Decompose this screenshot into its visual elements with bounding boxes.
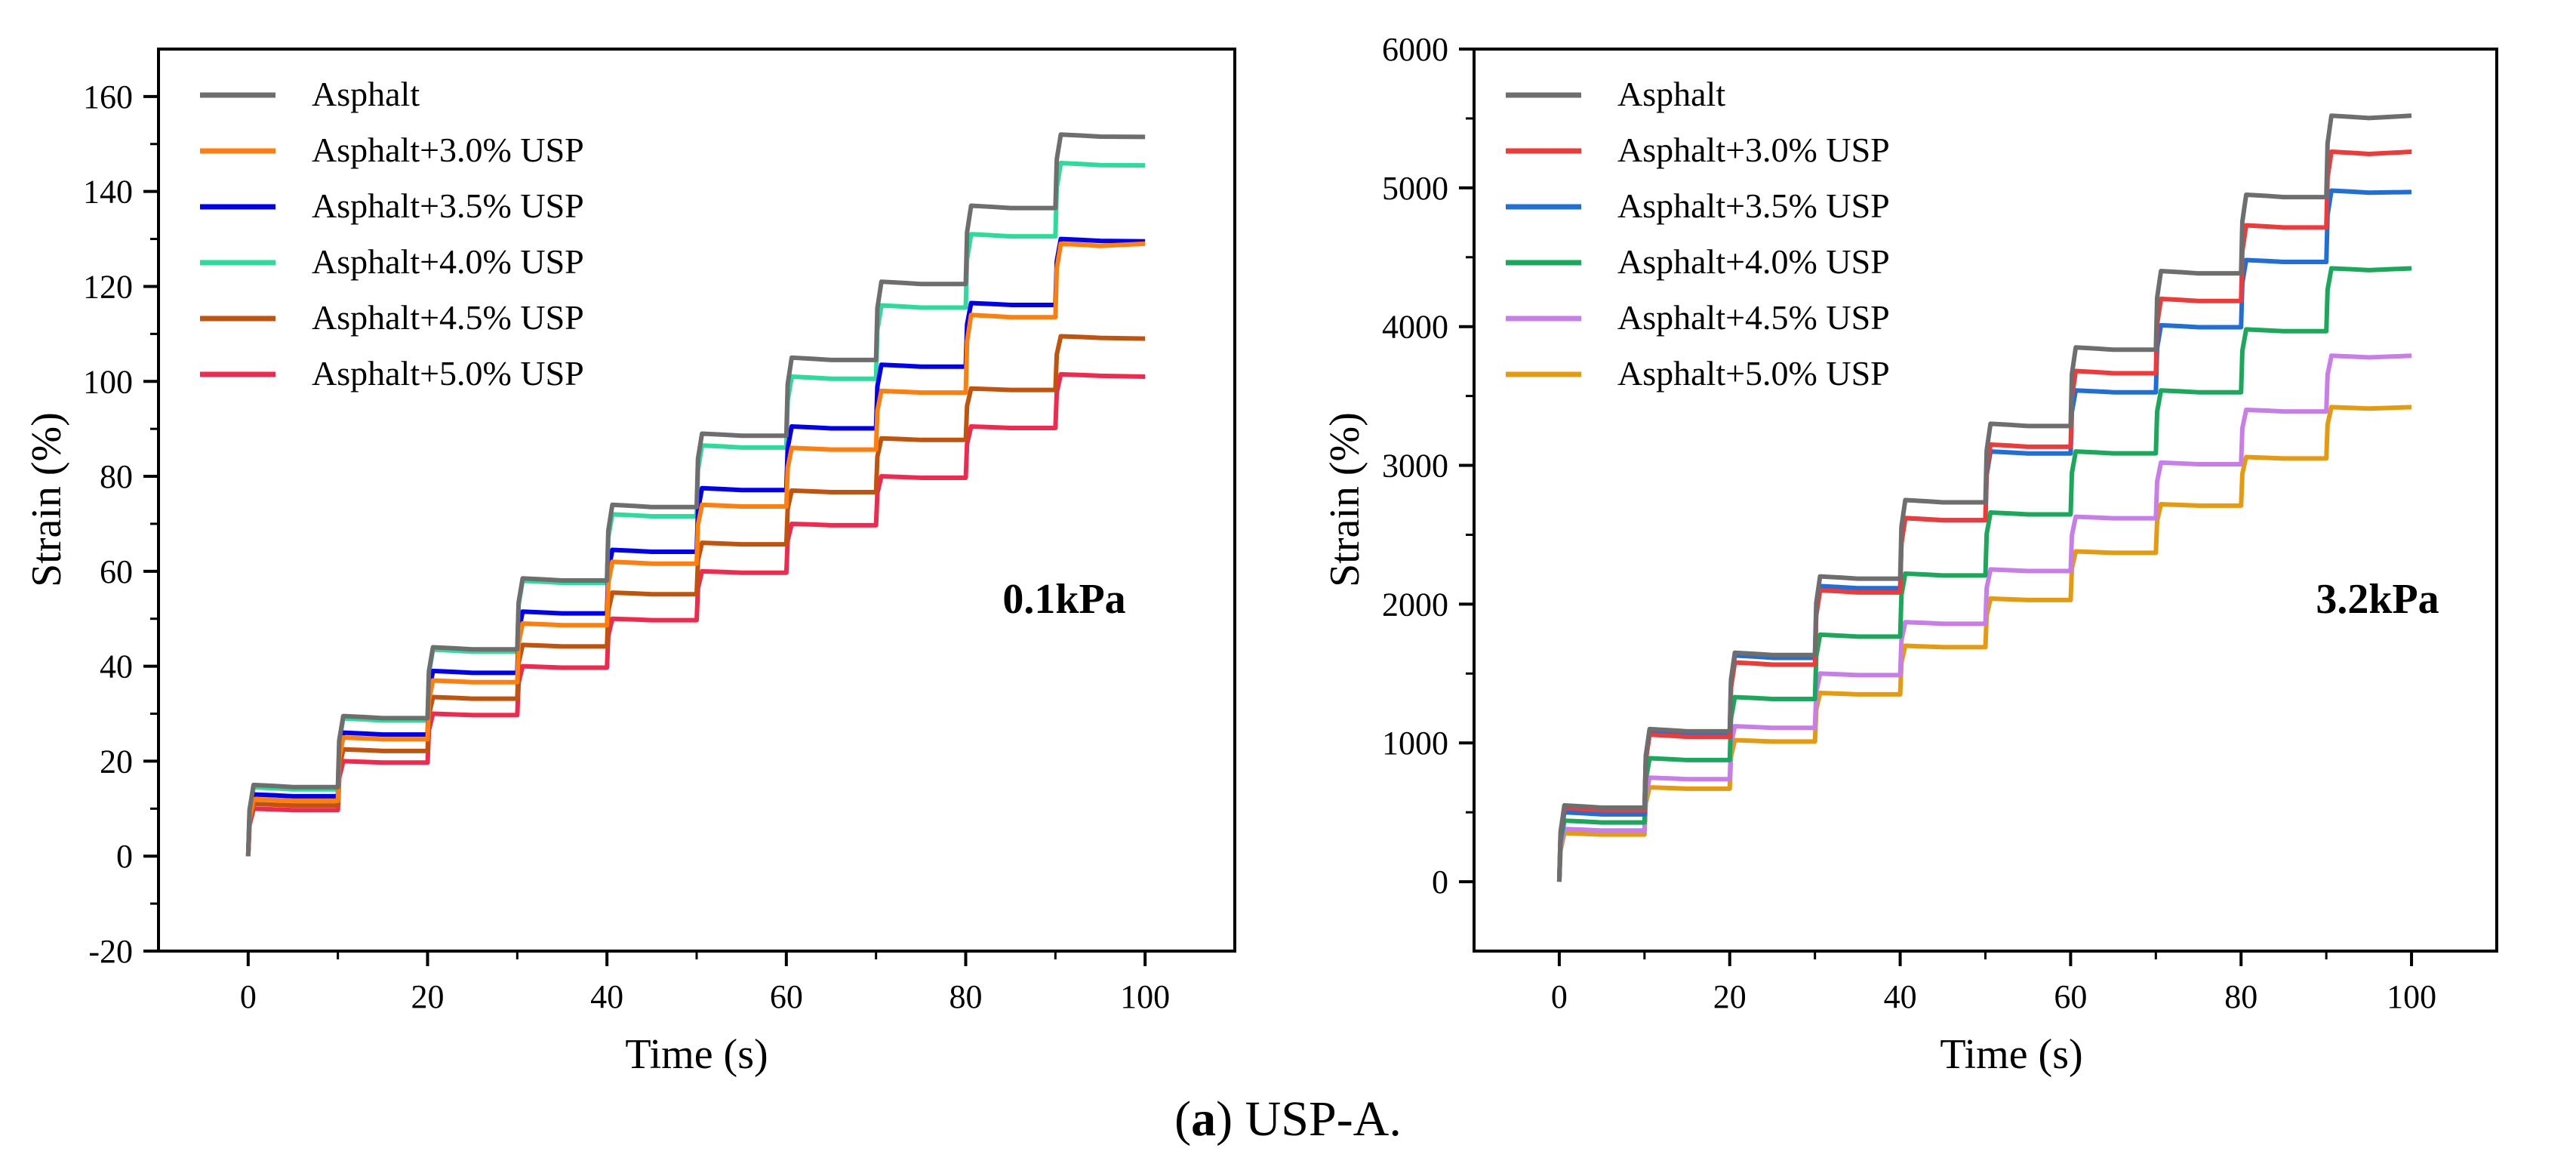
x-tick-label: 80 <box>2224 978 2257 1015</box>
legend-label: Asphalt+3.0% USP <box>312 131 584 169</box>
legend-label: Asphalt+4.0% USP <box>312 242 584 281</box>
x-tick-label: 100 <box>2387 978 2436 1015</box>
x-axis-label: Time (s) <box>625 1031 768 1078</box>
y-tick-label: 2000 <box>1382 586 1448 623</box>
y-tick-label: 0 <box>1432 864 1448 901</box>
chart-0p1kpa: 0 20 40 60 80 100 -20 0 20 40 60 80 100 120 140 160 As… <box>23 48 1236 1078</box>
x-tick-label: 80 <box>949 978 983 1015</box>
series-line <box>1556 113 2412 882</box>
x-axis: 0 20 40 60 80 100 <box>1551 951 2436 1015</box>
y-axis: 0 1000 2000 3000 4000 5000 6000 <box>1382 31 1474 901</box>
y-tick-label: 3000 <box>1382 448 1448 485</box>
series-line <box>1556 353 2412 882</box>
y-tick-label: 20 <box>100 743 133 780</box>
x-tick-label: 100 <box>1120 978 1170 1015</box>
caption-label: a <box>1191 1091 1217 1147</box>
x-tick-label: 20 <box>411 978 445 1015</box>
y-tick-label: -20 <box>88 933 133 970</box>
legend-label: Asphalt <box>312 75 420 113</box>
series-line <box>245 371 1146 857</box>
legend-label: Asphalt+4.5% USP <box>1617 298 1890 337</box>
x-tick-label: 40 <box>590 978 623 1015</box>
series-line <box>245 334 1146 857</box>
legend-label: Asphalt+4.0% USP <box>1617 242 1890 281</box>
y-tick-label: 1000 <box>1382 725 1448 762</box>
y-axis-label: Strain (%) <box>23 412 70 587</box>
x-tick-label: 40 <box>1884 978 1917 1015</box>
x-tick-label: 0 <box>240 978 257 1015</box>
series-line <box>245 241 1146 857</box>
annotation-label: 3.2kPa <box>2316 576 2439 623</box>
series-line <box>245 132 1146 857</box>
caption-close: ) <box>1216 1091 1233 1147</box>
x-tick-label: 60 <box>770 978 803 1015</box>
y-tick-label: 0 <box>116 838 133 875</box>
legend: Asphalt Asphalt+3.0% USP Asphalt+3.5% USP A… <box>1506 75 1890 393</box>
series-layer <box>245 132 1146 857</box>
legend: Asphalt Asphalt+3.0% USP Asphalt+3.5% USP A… <box>200 75 584 393</box>
legend-label: Asphalt+3.5% USP <box>1617 186 1890 225</box>
y-tick-label: 100 <box>83 363 133 400</box>
y-tick-label: 120 <box>83 268 133 305</box>
y-tick-label: 40 <box>100 648 133 685</box>
figure-caption: (a) USP-A. <box>0 1091 2576 1148</box>
annotation-label: 0.1kPa <box>1002 576 1125 623</box>
legend-label: Asphalt+4.5% USP <box>312 298 584 337</box>
legend-label: Asphalt+5.0% USP <box>1617 354 1890 393</box>
legend-label: Asphalt <box>1617 75 1725 113</box>
y-axis: -20 0 20 40 60 80 100 120 140 160 <box>83 79 158 970</box>
x-tick-label: 0 <box>1551 978 1568 1015</box>
y-tick-label: 160 <box>83 79 133 115</box>
series-line <box>1556 266 2412 882</box>
legend-label: Asphalt+5.0% USP <box>312 354 584 393</box>
x-tick-label: 20 <box>1713 978 1747 1015</box>
legend-label: Asphalt+3.0% USP <box>1617 131 1890 169</box>
caption-open: ( <box>1174 1091 1192 1147</box>
chart-3p2kpa: 0 20 40 60 80 100 0 1000 2000 3000 4000 5000 6000 A… <box>1322 31 2498 1078</box>
legend-label: Asphalt+3.5% USP <box>312 186 584 225</box>
caption-text: USP-A. <box>1233 1091 1402 1147</box>
y-tick-label: 4000 <box>1382 309 1448 346</box>
y-axis-label: Strain (%) <box>1322 412 1368 587</box>
y-tick-label: 80 <box>100 458 133 495</box>
y-tick-label: 5000 <box>1382 170 1448 207</box>
series-line <box>1556 149 2412 882</box>
series-line <box>1556 405 2412 882</box>
x-tick-label: 60 <box>2054 978 2087 1015</box>
y-tick-label: 140 <box>83 174 133 211</box>
y-tick-label: 60 <box>100 553 133 590</box>
y-tick-label: 6000 <box>1382 31 1448 68</box>
x-axis-label: Time (s) <box>1940 1031 2082 1078</box>
x-axis: 0 20 40 60 80 100 <box>240 951 1170 1015</box>
series-layer <box>1556 113 2412 882</box>
